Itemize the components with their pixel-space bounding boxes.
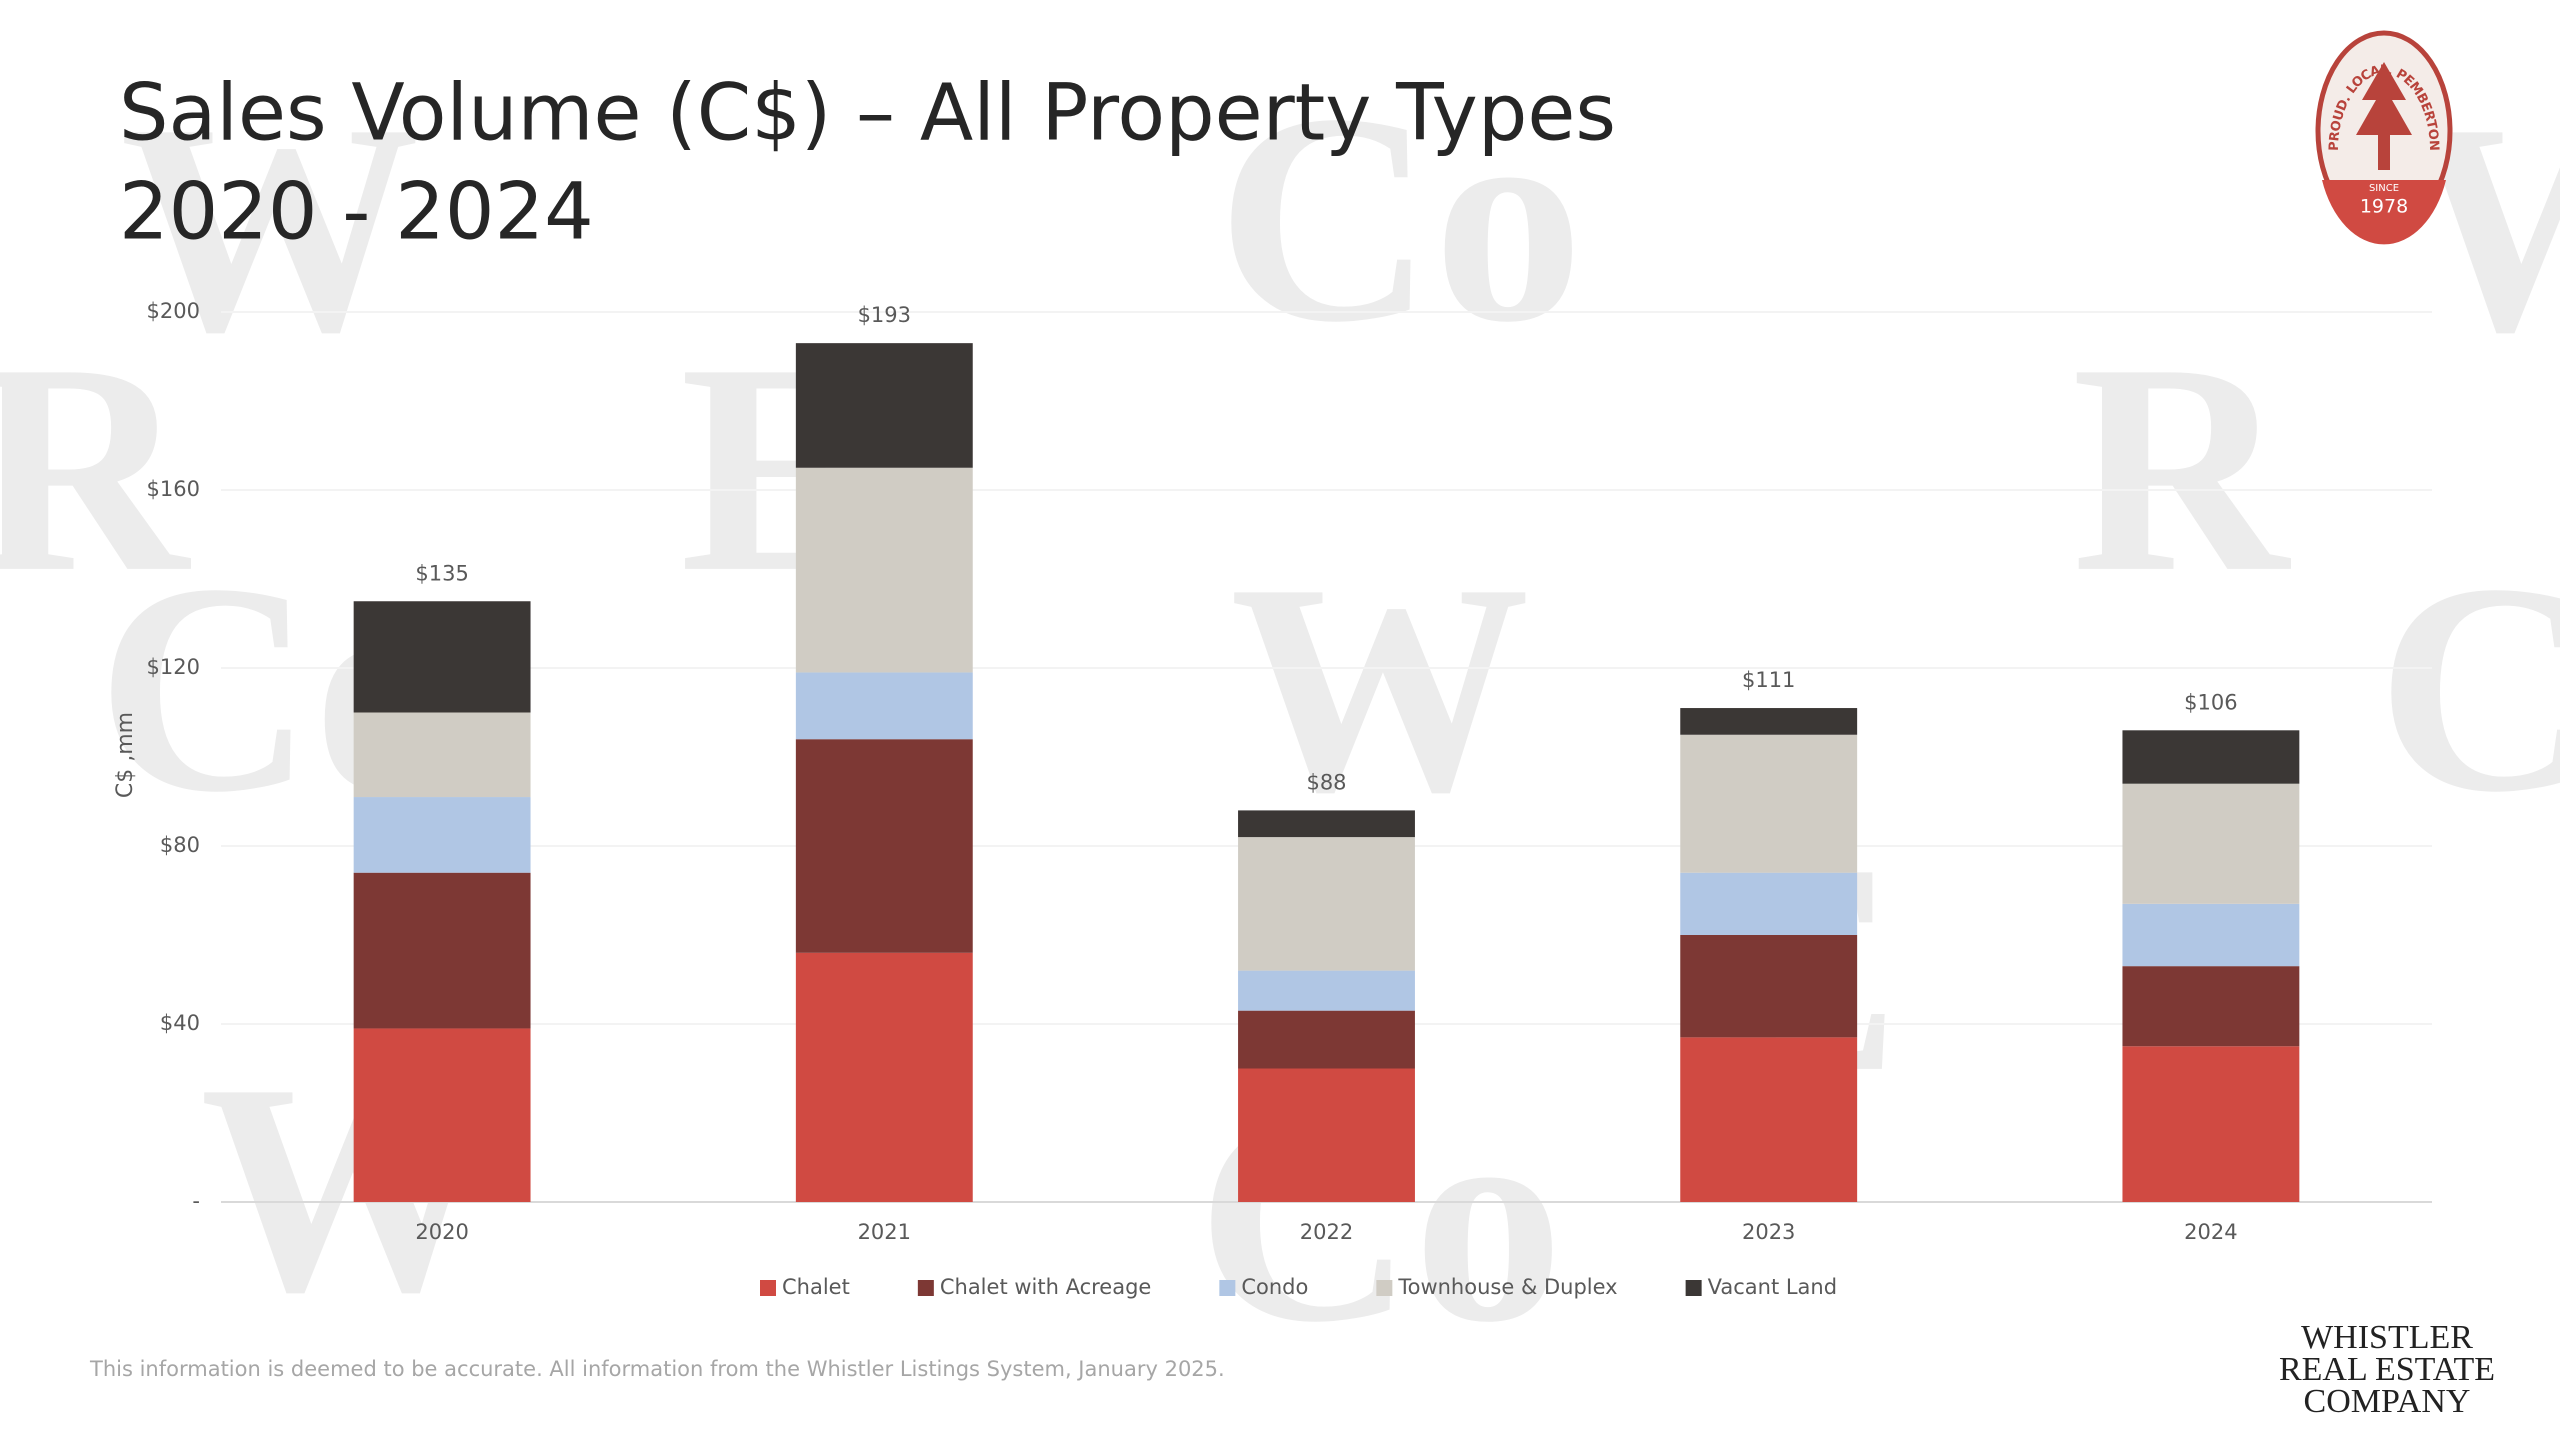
footer-note: This information is deemed to be accurat… xyxy=(89,1357,1225,1381)
logo: PROUD. LOCAL. PEMBERTON SINCE 1978 xyxy=(2315,30,2453,245)
bar-segment xyxy=(1680,708,1858,735)
legend-swatch xyxy=(760,1280,776,1296)
bar-segment xyxy=(1680,935,1858,1038)
watermark-letter: R xyxy=(2072,302,2292,634)
chart-title: Sales Volume (C$) – All Property Types xyxy=(119,68,1616,158)
legend-label: Vacant Land xyxy=(1708,1275,1837,1299)
total-label: $88 xyxy=(1306,770,1346,794)
bar-segment xyxy=(795,467,973,673)
brand-line: COMPANY xyxy=(2304,1383,2471,1420)
bar-segment xyxy=(2122,966,2300,1047)
bar-segment xyxy=(2122,1046,2300,1202)
watermark-letter: W xyxy=(120,62,420,394)
logo-since: SINCE xyxy=(2369,183,2399,194)
y-tick-label: $80 xyxy=(160,833,200,857)
watermark-letter: Co xyxy=(1217,52,1584,384)
bar-segment xyxy=(353,872,531,1029)
y-tick-label: - xyxy=(192,1189,200,1213)
y-tick-label: $40 xyxy=(160,1011,200,1035)
bar-segment xyxy=(353,712,531,798)
total-label: $135 xyxy=(415,561,468,585)
brand-line: WHISTLER xyxy=(2301,1319,2473,1356)
bar-segment xyxy=(1238,970,1415,1011)
x-tick-label: 2020 xyxy=(415,1220,468,1244)
logo-year: 1978 xyxy=(2360,196,2408,218)
bar-segment xyxy=(795,952,973,1202)
y-tick-label: $160 xyxy=(147,477,200,501)
brand: WHISTLER REAL ESTATE COMPANY xyxy=(2279,1319,2495,1420)
bar-segment xyxy=(1680,872,1858,935)
chart-subtitle: 2020 - 2024 xyxy=(119,167,594,257)
legend-label: Chalet xyxy=(782,1275,850,1299)
y-axis-label: C$ ,mm xyxy=(113,712,138,798)
y-tick-label: $120 xyxy=(147,655,200,679)
legend-swatch xyxy=(1376,1280,1393,1296)
bar-segment xyxy=(795,343,973,468)
x-tick-label: 2022 xyxy=(1300,1220,1353,1244)
bar-segment xyxy=(1238,1068,1415,1202)
bar-segment xyxy=(2122,903,2300,967)
logo-tree xyxy=(2356,62,2412,170)
logo-band xyxy=(2322,180,2446,245)
y-tick-label: $200 xyxy=(147,299,200,323)
bar-segment xyxy=(1238,1010,1415,1069)
brand-line: REAL ESTATE xyxy=(2279,1351,2495,1388)
bar-segment xyxy=(795,739,973,953)
bar-segment xyxy=(1680,734,1858,873)
x-tick-label: 2023 xyxy=(1742,1220,1795,1244)
legend-label: Chalet with Acreage xyxy=(940,1275,1152,1299)
bar-segment xyxy=(2122,783,2300,904)
legend-label: Townhouse & Duplex xyxy=(1397,1275,1617,1299)
bar-segment xyxy=(2122,730,2300,784)
watermark-letter: Co xyxy=(2377,522,2560,854)
x-tick-label: 2024 xyxy=(2184,1220,2237,1244)
legend-swatch xyxy=(1219,1280,1236,1296)
watermark-letter: W xyxy=(1230,522,1530,854)
total-label: $106 xyxy=(2184,690,2237,714)
bar-segment xyxy=(795,672,973,740)
bar-segment xyxy=(353,1028,531,1202)
watermark-letter: R xyxy=(0,302,192,634)
bar-segment xyxy=(1680,1037,1858,1202)
bar-segment xyxy=(1238,810,1415,838)
bar-segment xyxy=(353,797,531,873)
legend-swatch xyxy=(1685,1280,1702,1296)
total-label: $193 xyxy=(858,303,911,327)
total-label: $111 xyxy=(1742,668,1795,692)
legend-label: Condo xyxy=(1241,1275,1308,1299)
legend-swatch xyxy=(917,1280,934,1296)
x-tick-label: 2021 xyxy=(858,1220,911,1244)
bar-segment xyxy=(1238,837,1415,971)
bar-segment xyxy=(353,601,531,713)
